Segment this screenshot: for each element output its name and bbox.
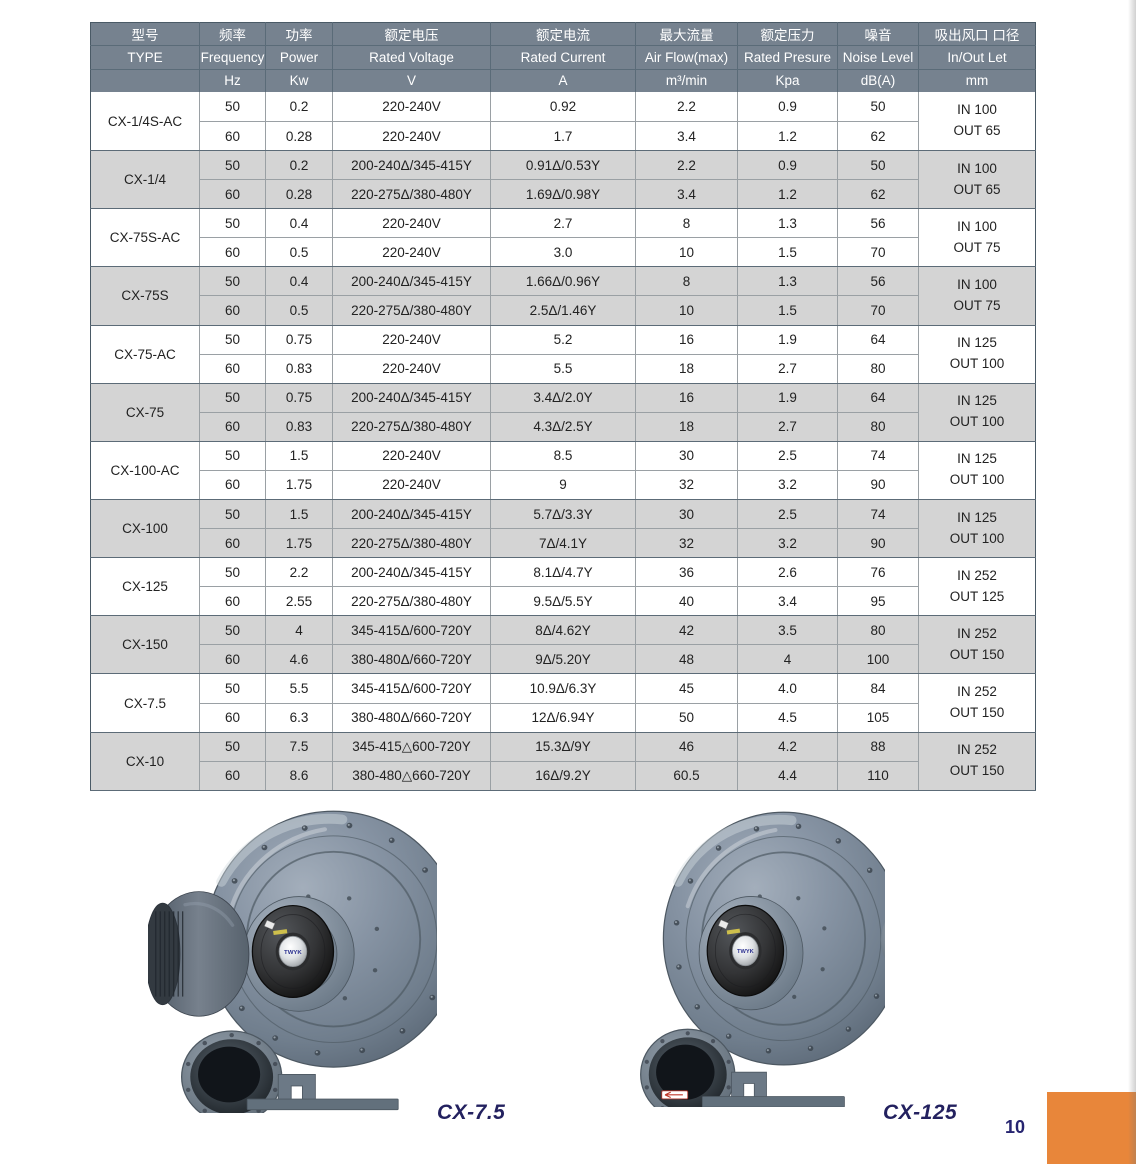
svg-text:TWYK: TWYK: [737, 949, 755, 955]
svg-text:TWYK: TWYK: [284, 950, 303, 956]
